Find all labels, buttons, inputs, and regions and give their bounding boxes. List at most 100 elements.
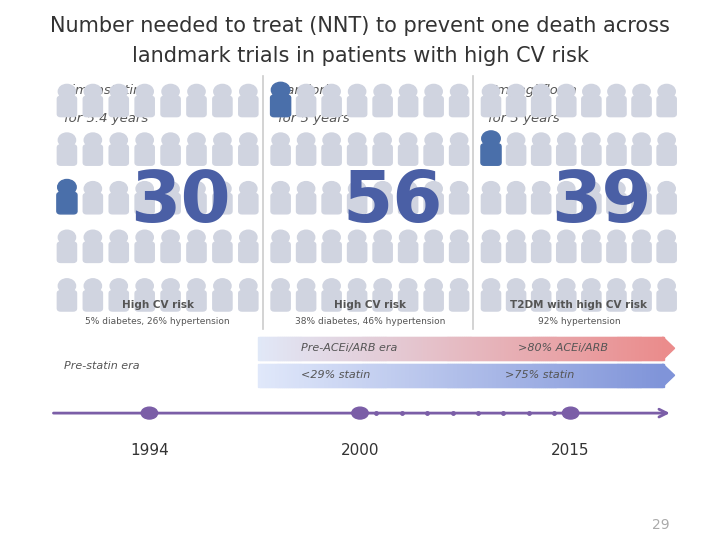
FancyBboxPatch shape (373, 242, 392, 262)
Bar (276, 364, 279, 387)
Bar (290, 364, 294, 387)
Bar (384, 337, 387, 360)
Bar (353, 337, 356, 360)
Bar (414, 364, 417, 387)
Bar (574, 364, 577, 387)
Bar (586, 364, 589, 387)
Bar (400, 337, 403, 360)
Bar (294, 337, 298, 360)
Bar (276, 337, 279, 360)
FancyBboxPatch shape (632, 291, 651, 311)
Bar (456, 364, 459, 387)
FancyBboxPatch shape (657, 145, 676, 165)
Text: Pre-ACEi/ARB era: Pre-ACEi/ARB era (301, 343, 397, 353)
FancyBboxPatch shape (348, 145, 366, 165)
Bar (564, 337, 567, 360)
Circle shape (110, 181, 127, 196)
Bar (552, 337, 555, 360)
FancyBboxPatch shape (582, 96, 601, 117)
Bar (549, 337, 553, 360)
Bar (424, 337, 427, 360)
Bar (325, 364, 328, 387)
FancyBboxPatch shape (506, 193, 526, 214)
Circle shape (658, 133, 675, 147)
FancyBboxPatch shape (557, 145, 576, 165)
Circle shape (400, 181, 417, 196)
Circle shape (240, 279, 257, 293)
FancyBboxPatch shape (187, 291, 206, 311)
FancyBboxPatch shape (57, 192, 77, 214)
Bar (570, 364, 573, 387)
Bar (262, 364, 266, 387)
Circle shape (608, 84, 625, 99)
Ellipse shape (562, 407, 579, 419)
Bar (402, 337, 405, 360)
Bar (499, 337, 502, 360)
Circle shape (214, 84, 231, 99)
Circle shape (136, 181, 153, 196)
Circle shape (400, 279, 417, 293)
Circle shape (162, 279, 179, 293)
Circle shape (508, 133, 525, 147)
FancyBboxPatch shape (531, 291, 551, 311)
Bar (519, 337, 523, 360)
FancyBboxPatch shape (399, 96, 418, 117)
Circle shape (136, 279, 153, 293)
Bar (278, 364, 282, 387)
Circle shape (482, 131, 500, 146)
Bar (462, 337, 466, 360)
Bar (517, 364, 521, 387)
Bar (566, 364, 569, 387)
FancyBboxPatch shape (213, 145, 232, 165)
Bar (657, 364, 660, 387)
Bar (477, 337, 480, 360)
Bar (509, 337, 512, 360)
Bar (438, 337, 441, 360)
FancyBboxPatch shape (161, 242, 180, 262)
Bar (462, 364, 466, 387)
Circle shape (582, 84, 600, 99)
Bar (622, 337, 626, 360)
Bar (404, 337, 407, 360)
Bar (310, 337, 314, 360)
Bar (369, 337, 373, 360)
FancyBboxPatch shape (607, 145, 626, 165)
Bar (624, 364, 628, 387)
Bar (632, 364, 636, 387)
Bar (460, 364, 464, 387)
Bar (270, 337, 274, 360)
Bar (598, 364, 601, 387)
Bar (335, 337, 338, 360)
Bar (594, 364, 598, 387)
Bar (312, 337, 316, 360)
FancyBboxPatch shape (239, 96, 258, 117)
Bar (567, 337, 571, 360)
Bar (492, 337, 496, 360)
Circle shape (272, 181, 289, 196)
Bar (612, 337, 616, 360)
Bar (647, 364, 650, 387)
Bar (305, 337, 308, 360)
FancyBboxPatch shape (322, 291, 341, 311)
Circle shape (110, 133, 127, 147)
Bar (549, 364, 553, 387)
Bar (661, 337, 664, 360)
Bar (297, 364, 300, 387)
Circle shape (58, 230, 76, 245)
Circle shape (374, 133, 391, 147)
FancyBboxPatch shape (84, 145, 102, 165)
Text: 2000: 2000 (341, 443, 379, 458)
Circle shape (272, 133, 289, 147)
Bar (331, 364, 334, 387)
Bar (547, 364, 551, 387)
Bar (369, 364, 373, 387)
Circle shape (323, 279, 341, 293)
Text: 92% hypertension: 92% hypertension (538, 317, 620, 326)
Bar (541, 337, 544, 360)
Circle shape (58, 179, 76, 194)
FancyBboxPatch shape (135, 145, 154, 165)
Bar (379, 364, 383, 387)
Bar (288, 337, 292, 360)
Bar (395, 364, 399, 387)
FancyBboxPatch shape (187, 193, 206, 214)
